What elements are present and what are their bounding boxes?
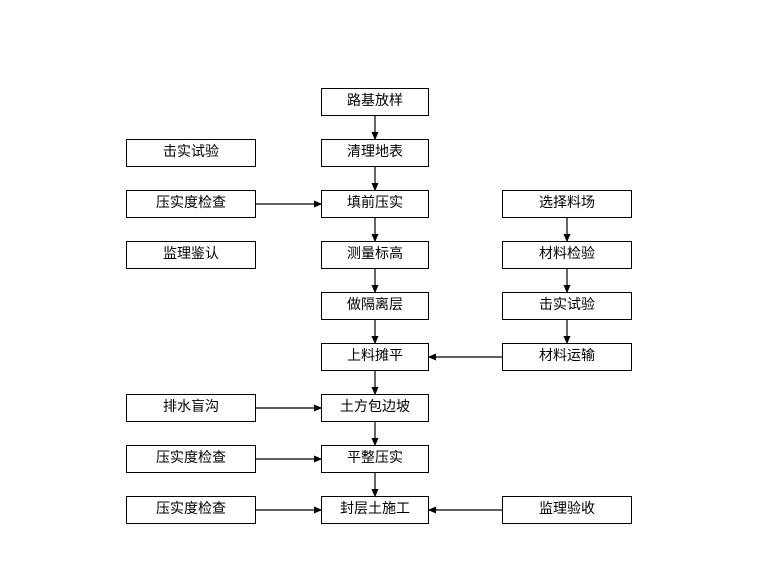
- flowchart-node: 测量标高: [321, 241, 429, 269]
- flowchart-node: 监理鉴认: [126, 241, 256, 269]
- flowchart-node-label: 监理验收: [539, 503, 595, 517]
- flowchart-node: 材料运输: [502, 343, 632, 371]
- flowchart-node-label: 上料摊平: [347, 350, 403, 364]
- flowchart-node: 压实度检查: [126, 496, 256, 524]
- flowchart-node-label: 材料检验: [539, 248, 595, 262]
- flowchart-node-label: 土方包边坡: [340, 401, 410, 415]
- flowchart-edges: [0, 0, 760, 573]
- flowchart-node: 材料检验: [502, 241, 632, 269]
- flowchart-canvas: 路基放样清理地表填前压实测量标高做隔离层上料摊平土方包边坡平整压实封层土施工 击实…: [0, 0, 760, 573]
- flowchart-node: 清理地表: [321, 139, 429, 167]
- flowchart-node-label: 压实度检查: [156, 503, 226, 517]
- flowchart-node-label: 清理地表: [347, 146, 403, 160]
- flowchart-node: 填前压实: [321, 190, 429, 218]
- flowchart-node-label: 材料运输: [539, 350, 595, 364]
- flowchart-node-label: 压实度检查: [156, 197, 226, 211]
- flowchart-node-label: 填前压实: [347, 197, 403, 211]
- flowchart-node-label: 击实试验: [539, 299, 595, 313]
- flowchart-node-label: 做隔离层: [347, 299, 403, 313]
- flowchart-node-label: 封层土施工: [340, 503, 410, 517]
- flowchart-node: 上料摊平: [321, 343, 429, 371]
- flowchart-node: 压实度检查: [126, 190, 256, 218]
- flowchart-node-label: 路基放样: [347, 95, 403, 109]
- flowchart-node: 土方包边坡: [321, 394, 429, 422]
- flowchart-node-label: 测量标高: [347, 248, 403, 262]
- flowchart-node: 压实度检查: [126, 445, 256, 473]
- flowchart-node-label: 选择料场: [539, 197, 595, 211]
- flowchart-node: 平整压实: [321, 445, 429, 473]
- flowchart-node: 监理验收: [502, 496, 632, 524]
- flowchart-node: 击实试验: [502, 292, 632, 320]
- flowchart-node: 击实试验: [126, 139, 256, 167]
- flowchart-node-label: 排水盲沟: [163, 401, 219, 415]
- flowchart-node-label: 监理鉴认: [163, 248, 219, 262]
- flowchart-node: 做隔离层: [321, 292, 429, 320]
- flowchart-node: 排水盲沟: [126, 394, 256, 422]
- flowchart-node-label: 击实试验: [163, 146, 219, 160]
- flowchart-node-label: 平整压实: [347, 452, 403, 466]
- flowchart-node: 封层土施工: [321, 496, 429, 524]
- flowchart-node-label: 压实度检查: [156, 452, 226, 466]
- flowchart-node: 选择料场: [502, 190, 632, 218]
- flowchart-node: 路基放样: [321, 88, 429, 116]
